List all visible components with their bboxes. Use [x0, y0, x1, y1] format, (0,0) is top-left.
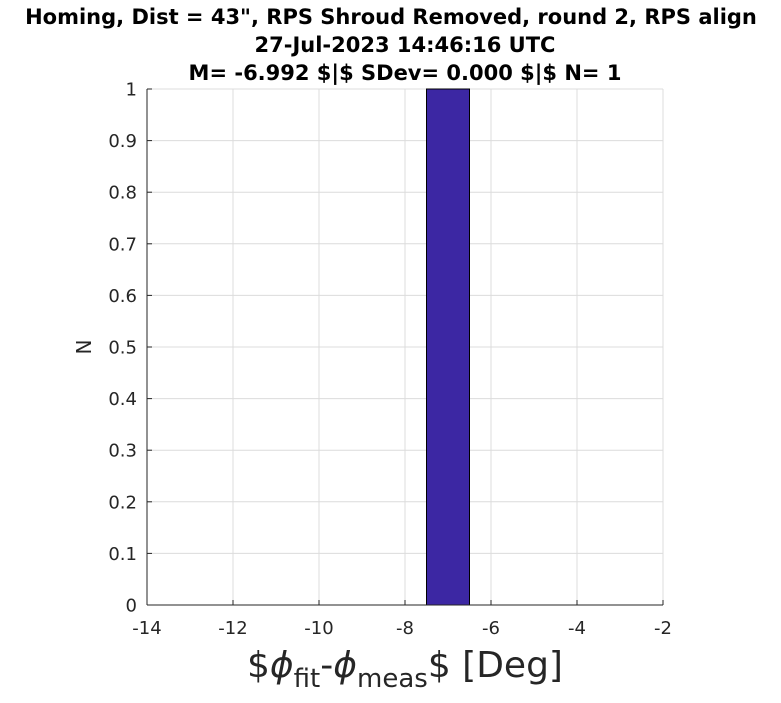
x-tick-label: -8	[396, 618, 414, 639]
y-tick-label: 0.2	[108, 492, 137, 513]
chart-title-line-3: M= -6.992 $|$ SDev= 0.000 $|$ N= 1	[189, 61, 622, 86]
x-tick-label: -2	[654, 618, 672, 639]
chart-title-line-1: Homing, Dist = 43", RPS Shroud Removed, …	[25, 5, 757, 29]
x-ticks: -14 -12 -10 -8 -6 -4 -2	[132, 600, 672, 639]
x-axis-label: $ϕfit-ϕmeas$ [Deg]	[247, 645, 563, 694]
y-tick-label: 0.7	[108, 234, 137, 255]
x-axis-label-phi-2: ϕ	[333, 645, 357, 686]
x-axis-label-sub-2: meas	[357, 664, 428, 694]
x-axis-label-prefix: $	[247, 645, 270, 686]
x-tick-label: -14	[132, 618, 161, 639]
x-tick-label: -6	[482, 618, 500, 639]
x-tick-label: -4	[568, 618, 586, 639]
y-axis-label: N	[72, 340, 96, 355]
x-axis-label-phi-1: ϕ	[270, 645, 294, 686]
x-axis-label-suffix: $ [Deg]	[428, 645, 563, 686]
y-tick-label: 0.6	[108, 286, 137, 307]
y-tick-label: 0.4	[108, 389, 137, 410]
y-tick-label: 1	[126, 80, 137, 101]
gridlines	[146, 88, 664, 606]
histogram-bar	[426, 88, 470, 606]
chart-title-line-2: 27-Jul-2023 14:46:16 UTC	[255, 33, 556, 57]
y-tick-label: 0.8	[108, 183, 137, 204]
x-tick-label: -10	[304, 618, 333, 639]
x-axis-label-dash: -	[320, 645, 333, 686]
y-tick-label: 0.1	[108, 544, 137, 565]
y-tick-label: 0.3	[108, 441, 137, 462]
x-tick-label: -12	[218, 618, 247, 639]
y-ticks: 0 0.1 0.2 0.3 0.4 0.5 0.6 0.7 0.8 0.9 1	[108, 80, 152, 617]
histogram-bars	[426, 88, 470, 606]
x-axis-label-sub-1: fit	[294, 664, 321, 694]
y-tick-label: 0	[126, 596, 137, 617]
y-tick-label: 0.5	[108, 338, 137, 359]
y-tick-label: 0.9	[108, 131, 137, 152]
